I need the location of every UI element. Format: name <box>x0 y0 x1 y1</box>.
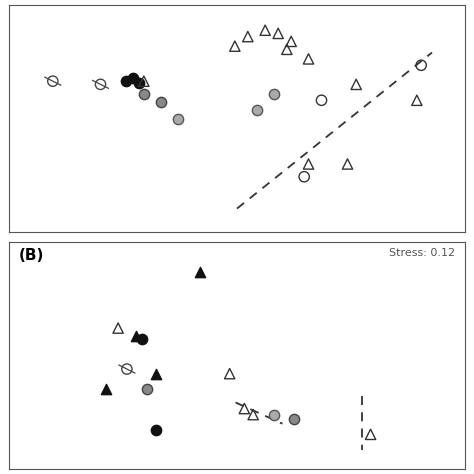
Point <box>136 79 143 87</box>
Point <box>352 81 360 88</box>
Point <box>197 268 204 276</box>
Point <box>344 160 351 168</box>
Text: (B): (B) <box>18 248 44 264</box>
Point <box>157 98 165 106</box>
Point <box>140 90 147 98</box>
Point <box>291 415 298 423</box>
Point <box>240 405 248 412</box>
Point <box>270 411 277 419</box>
Point <box>144 385 151 392</box>
Point <box>261 27 269 34</box>
Point <box>305 160 312 168</box>
Point <box>301 173 308 181</box>
Point <box>287 37 295 45</box>
Point <box>138 335 146 343</box>
Point <box>132 332 139 339</box>
Point <box>367 430 374 438</box>
Point <box>226 370 234 377</box>
Point <box>244 33 252 40</box>
Point <box>231 42 238 50</box>
Point <box>140 77 147 85</box>
Point <box>123 77 130 85</box>
Point <box>49 77 56 85</box>
Point <box>123 365 131 373</box>
Point <box>270 90 278 98</box>
Point <box>418 62 425 69</box>
Point <box>97 81 104 88</box>
Point <box>413 97 420 104</box>
Text: Stress: 0.12: Stress: 0.12 <box>389 248 456 258</box>
Point <box>175 116 182 123</box>
Point <box>153 426 160 434</box>
Point <box>102 385 110 392</box>
Point <box>283 46 291 53</box>
Point <box>249 411 257 419</box>
Point <box>153 370 160 377</box>
Point <box>253 106 260 114</box>
Point <box>318 97 325 104</box>
Point <box>305 55 312 63</box>
Point <box>129 74 137 82</box>
Point <box>114 324 122 332</box>
Point <box>274 29 282 37</box>
